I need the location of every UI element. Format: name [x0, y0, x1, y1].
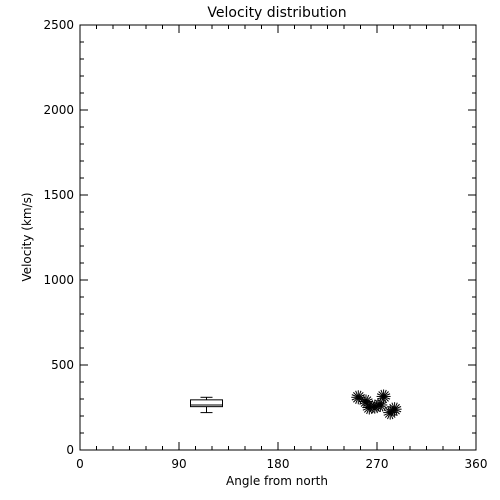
y-tick-label: 1000: [43, 273, 74, 287]
chart-title: Velocity distribution: [207, 5, 346, 21]
x-axis-label: Angle from north: [226, 474, 328, 488]
axis-ticks: [79, 24, 477, 451]
scatter-points: [351, 389, 402, 420]
x-tick-label: 0: [76, 457, 84, 471]
x-tick-label: 270: [366, 457, 389, 471]
y-tick-label: 1500: [43, 188, 74, 202]
data-point: [387, 402, 402, 417]
y-tick-label: 500: [51, 358, 74, 372]
y-tick-label: 0: [66, 443, 74, 457]
x-tick-label: 360: [465, 457, 488, 471]
x-tick-label: 90: [171, 457, 186, 471]
box-plot: [190, 396, 223, 414]
x-tick-labels: 0 90 180 270 360: [76, 457, 487, 471]
y-axis-label: Velocity (km/s): [20, 192, 34, 281]
data-point: [376, 389, 391, 404]
y-tick-label: 2000: [43, 103, 74, 117]
box-plot-box: [190, 399, 223, 408]
y-tick-labels: 0 500 1000 1500 2000 2500: [43, 18, 74, 457]
plot-frame: [79, 24, 477, 451]
y-tick-label: 2500: [43, 18, 74, 32]
x-tick-label: 180: [267, 457, 290, 471]
data-point: [359, 394, 373, 409]
